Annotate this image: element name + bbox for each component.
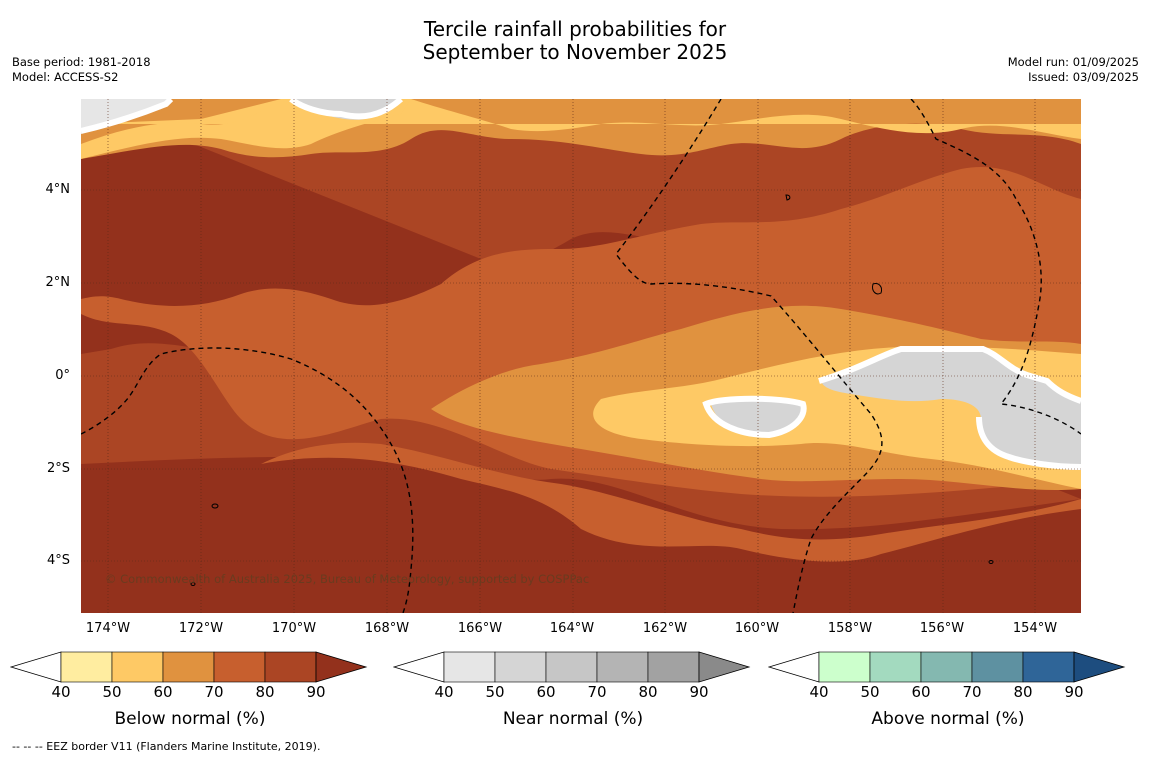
colorbar-above-tick: 40: [809, 683, 829, 701]
metadata-right: Model run: 01/09/2025 Issued: 03/09/2025: [1008, 55, 1139, 85]
colorbar-near-segment: [443, 651, 496, 683]
colorbar-below-segment: [60, 651, 113, 683]
colorbar-near-min-extension: [393, 651, 445, 683]
lon-label-162w: 162°W: [642, 621, 688, 636]
lon-label-154w: 154°W: [1012, 621, 1058, 636]
colorbar-above-segment: [1022, 651, 1075, 683]
colorbar-above-title: Above normal (%): [871, 709, 1025, 729]
map-title: Tercile rainfall probabilities for Septe…: [0, 18, 1150, 64]
model-run-text: Model run: 01/09/2025: [1007, 55, 1139, 69]
title-line-2: September to November 2025: [422, 40, 728, 64]
eez-borders: [81, 99, 1081, 613]
colorbar-above-tick: 70: [962, 683, 982, 701]
colorbar-above-tick: 80: [1013, 683, 1033, 701]
colorbar-above: [768, 651, 1126, 683]
title-line-1: Tercile rainfall probabilities for: [423, 17, 727, 41]
boundary-lines: [81, 99, 1081, 470]
colorbar-near-max-extension: [698, 651, 751, 683]
region-below-70-south: [261, 442, 1081, 562]
lon-label-166w: 166°W: [457, 621, 503, 636]
colorbar-below-segment: [111, 651, 164, 683]
lon-label-156w: 156°W: [919, 621, 965, 636]
islands: [190, 194, 994, 586]
colorbar-below-segment: [213, 651, 266, 683]
lat-label-4n: 4°N: [45, 182, 71, 197]
colorbar-near-tick: 80: [638, 683, 658, 701]
colorbar-near: [393, 651, 751, 683]
lon-label-158w: 158°W: [827, 621, 873, 636]
colorbar-above-segment: [869, 651, 922, 683]
lat-label-2n: 2°N: [45, 275, 71, 290]
colorbar-above-min-extension: [768, 651, 820, 683]
model-text: Model: ACCESS-S2: [12, 70, 119, 84]
colorbar-below-min-extension: [10, 651, 62, 683]
probability-map: [81, 99, 1081, 613]
colorbar-near-tick: 50: [485, 683, 505, 701]
colorbar-below: [10, 651, 368, 683]
lat-label-0: 0°: [55, 368, 70, 383]
lon-label-168w: 168°W: [364, 621, 410, 636]
colorbar-above-tick: 60: [911, 683, 931, 701]
copyright-text: © Commonwealth of Australia 2025, Bureau…: [105, 572, 590, 586]
colorbar-above-segment: [818, 651, 871, 683]
colorbar-below-tick: 90: [306, 683, 326, 701]
colorbar-near-tick: 70: [587, 683, 607, 701]
colorbar-near-tick: 90: [689, 683, 709, 701]
colorbar-above-tick: 90: [1064, 683, 1084, 701]
lon-label-164w: 164°W: [549, 621, 595, 636]
colorbar-below-tick: 60: [153, 683, 173, 701]
region-near-center: [711, 400, 803, 434]
colorbar-below-tick: 70: [204, 683, 224, 701]
issued-text: Issued: 03/09/2025: [1028, 70, 1139, 84]
lon-label-174w: 174°W: [85, 621, 131, 636]
colorbar-near-segment: [596, 651, 649, 683]
colorbar-near-tick: 60: [536, 683, 556, 701]
colorbar-near-tick: 40: [434, 683, 454, 701]
lat-label-2s: 2°S: [46, 461, 70, 476]
metadata-left: Base period: 1981-2018 Model: ACCESS-S2: [12, 55, 151, 85]
colorbar-near-segment: [494, 651, 547, 683]
lon-label-172w: 172°W: [178, 621, 224, 636]
lat-label-4s: 4°S: [46, 553, 70, 568]
colorbar-below-tick: 80: [255, 683, 275, 701]
base-period-text: Base period: 1981-2018: [12, 55, 151, 69]
region-near-east: [821, 349, 1081, 469]
colorbar-above-segment: [971, 651, 1024, 683]
eez-footnote: -- -- -- EEZ border V11 (Flanders Marine…: [12, 740, 321, 753]
colorbar-above-segment: [920, 651, 973, 683]
colorbar-near-segment: [545, 651, 598, 683]
colorbar-near-segment: [647, 651, 700, 683]
colorbar-below-max-extension: [315, 651, 368, 683]
colorbar-below-title: Below normal (%): [114, 709, 266, 729]
colorbar-near-title: Near normal (%): [502, 709, 644, 729]
lon-label-170w: 170°W: [271, 621, 317, 636]
lon-label-160w: 160°W: [734, 621, 780, 636]
colorbar-below-tick: 40: [51, 683, 71, 701]
colorbar-below-segment: [162, 651, 215, 683]
colorbar-above-tick: 50: [860, 683, 880, 701]
colorbar-below-tick: 50: [102, 683, 122, 701]
colorbar-below-segment: [264, 651, 317, 683]
colorbar-above-max-extension: [1073, 651, 1126, 683]
